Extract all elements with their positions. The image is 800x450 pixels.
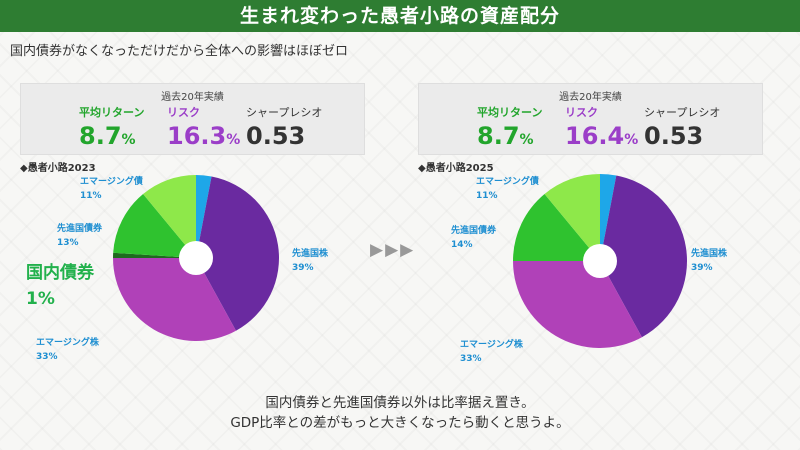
metric-risk-unit: % <box>624 132 639 148</box>
slice-percent-label: 39% <box>691 263 713 273</box>
metric-return-unit: % <box>519 132 534 148</box>
pie-slice <box>143 175 196 258</box>
metric-return: 平均リターン 8.7% <box>79 104 144 150</box>
slice-label: エマージング債 <box>80 175 143 187</box>
metric-sharpe-label: シャープレシオ <box>246 106 323 119</box>
metric-return-label: 平均リターン <box>79 106 145 119</box>
slice-label: 先進国株 <box>292 247 329 259</box>
stats-box-2023: 過去20年実績 平均リターン 8.7% リスク 16.3% シャープレシオ 0.… <box>20 83 365 155</box>
metric-risk-unit: % <box>226 132 241 148</box>
slice-label: エマージング株 <box>460 338 524 350</box>
metric-return-value: 8.7% <box>477 122 542 150</box>
pie-slice <box>544 174 600 261</box>
slice-label: エマージング債 <box>476 175 539 187</box>
metric-return-number: 8.7 <box>79 122 122 150</box>
footer-line-1: 国内債券と先進国債券以外は比率据え置き。 <box>265 395 535 411</box>
slice-percent-label: 11% <box>476 191 498 201</box>
donut-hole <box>583 244 617 278</box>
metric-risk-number: 16.4 <box>565 122 625 150</box>
metric-sharpe: シャープレシオ 0.53 <box>644 104 720 150</box>
pie-slice <box>513 193 600 261</box>
slice-percent-label: 13% <box>57 238 79 248</box>
slice-percent-label: 14% <box>451 240 473 250</box>
slice-label: エマージング株 <box>36 336 100 348</box>
page-subtitle: 国内債券がなくなっただけだから全体への影響はほぼゼロ <box>10 44 349 59</box>
pie-slice <box>600 175 687 338</box>
metric-risk-label: リスク <box>565 106 598 119</box>
stats-caption: 過去20年実績 <box>559 92 622 103</box>
metric-risk: リスク 16.4% <box>565 104 638 150</box>
stats-caption: 過去20年実績 <box>161 92 224 103</box>
domestic-bond-callout: 国内債券 1% <box>26 258 94 309</box>
stats-box-2025: 過去20年実績 平均リターン 8.7% リスク 16.4% シャープレシオ 0.… <box>418 83 763 155</box>
metric-return-label: 平均リターン <box>477 106 543 119</box>
metric-risk-number: 16.3 <box>167 122 227 150</box>
pie-slice <box>113 252 196 258</box>
metric-risk-value: 16.3% <box>167 122 240 150</box>
pie-slice <box>113 258 236 341</box>
slice-percent-label: 39% <box>292 263 314 273</box>
metric-return-number: 8.7 <box>477 122 520 150</box>
callout-label: 国内債券 <box>26 263 94 283</box>
metric-sharpe: シャープレシオ 0.53 <box>246 104 322 150</box>
metric-risk-value: 16.4% <box>565 122 638 150</box>
metric-return: 平均リターン 8.7% <box>477 104 542 150</box>
metric-risk-label: リスク <box>167 106 200 119</box>
slice-label: 先進国株 <box>691 247 728 259</box>
metric-sharpe-value: 0.53 <box>644 122 704 150</box>
slice-percent-label: 33% <box>36 352 58 362</box>
donut-hole <box>179 241 213 275</box>
slice-label: 先進国債券 <box>451 224 497 236</box>
pie-slice <box>513 261 642 349</box>
pie-slice <box>196 175 212 258</box>
chart-title-2023: ◆愚者小路2023 <box>20 163 96 174</box>
slice-percent-label: 33% <box>460 354 482 364</box>
footer-line-2: GDP比率との差がもっと大きくなったら動くと思うよ。 <box>230 415 570 431</box>
metric-sharpe-label: シャープレシオ <box>644 106 721 119</box>
pie-slice <box>196 176 279 331</box>
footer-text: 国内債券と先進国債券以外は比率据え置き。 GDP比率との差がもっと大きくなったら… <box>0 393 800 433</box>
metric-sharpe-value: 0.53 <box>246 122 306 150</box>
pie-slice <box>600 174 617 261</box>
metric-return-unit: % <box>121 132 136 148</box>
metric-risk: リスク 16.3% <box>167 104 240 150</box>
chart-title-2025: ◆愚者小路2025 <box>418 163 494 174</box>
slice-label: 先進国債券 <box>57 222 103 234</box>
callout-value: 1% <box>26 289 55 309</box>
arrows-icon: ▶▶▶ <box>370 240 416 260</box>
pie-slice <box>113 194 196 258</box>
metric-return-value: 8.7% <box>79 122 144 150</box>
slice-percent-label: 11% <box>80 191 102 201</box>
page-title: 生まれ変わった愚者小路の資産配分 <box>0 0 800 32</box>
